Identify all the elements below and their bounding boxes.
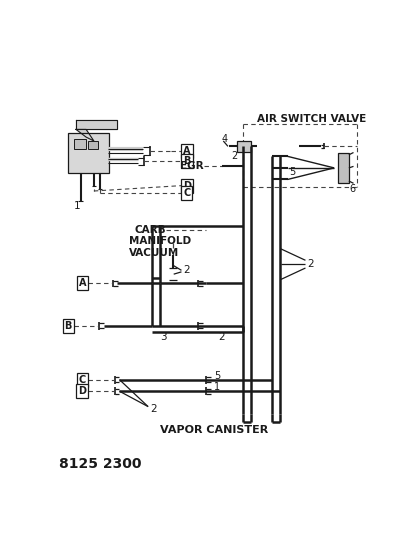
Text: 1: 1 — [74, 201, 81, 212]
Polygon shape — [76, 120, 117, 130]
Bar — [337, 152, 348, 183]
Text: 2: 2 — [150, 404, 157, 414]
Text: 2: 2 — [231, 151, 237, 161]
Text: EGR: EGR — [180, 161, 203, 172]
Text: D: D — [182, 181, 191, 191]
Text: 4: 4 — [221, 134, 227, 144]
Text: 2: 2 — [306, 259, 313, 269]
Bar — [74, 140, 86, 149]
Text: VAPOR CANISTER: VAPOR CANISTER — [160, 425, 267, 435]
Text: 5: 5 — [213, 371, 220, 381]
Text: A: A — [183, 146, 190, 156]
Text: 2: 2 — [182, 265, 189, 276]
Text: 3: 3 — [160, 332, 166, 342]
Text: A: A — [78, 278, 86, 288]
Bar — [88, 141, 97, 149]
Text: AIR SWITCH VALVE: AIR SWITCH VALVE — [256, 115, 365, 124]
Polygon shape — [76, 130, 94, 141]
Text: 1: 1 — [213, 382, 220, 392]
Text: CARB: CARB — [134, 224, 166, 235]
Text: D: D — [78, 386, 86, 396]
Bar — [68, 133, 108, 173]
Text: 8125 2300: 8125 2300 — [59, 457, 141, 471]
Text: C: C — [183, 188, 190, 198]
Text: B: B — [183, 156, 190, 166]
Text: 5: 5 — [288, 167, 295, 177]
Text: MANIFOLD
VACUUM: MANIFOLD VACUUM — [128, 237, 191, 258]
Text: 6: 6 — [349, 184, 355, 193]
Text: B: B — [65, 321, 72, 331]
Text: 2: 2 — [218, 332, 225, 342]
Text: C: C — [79, 375, 85, 385]
Bar — [237, 141, 251, 152]
